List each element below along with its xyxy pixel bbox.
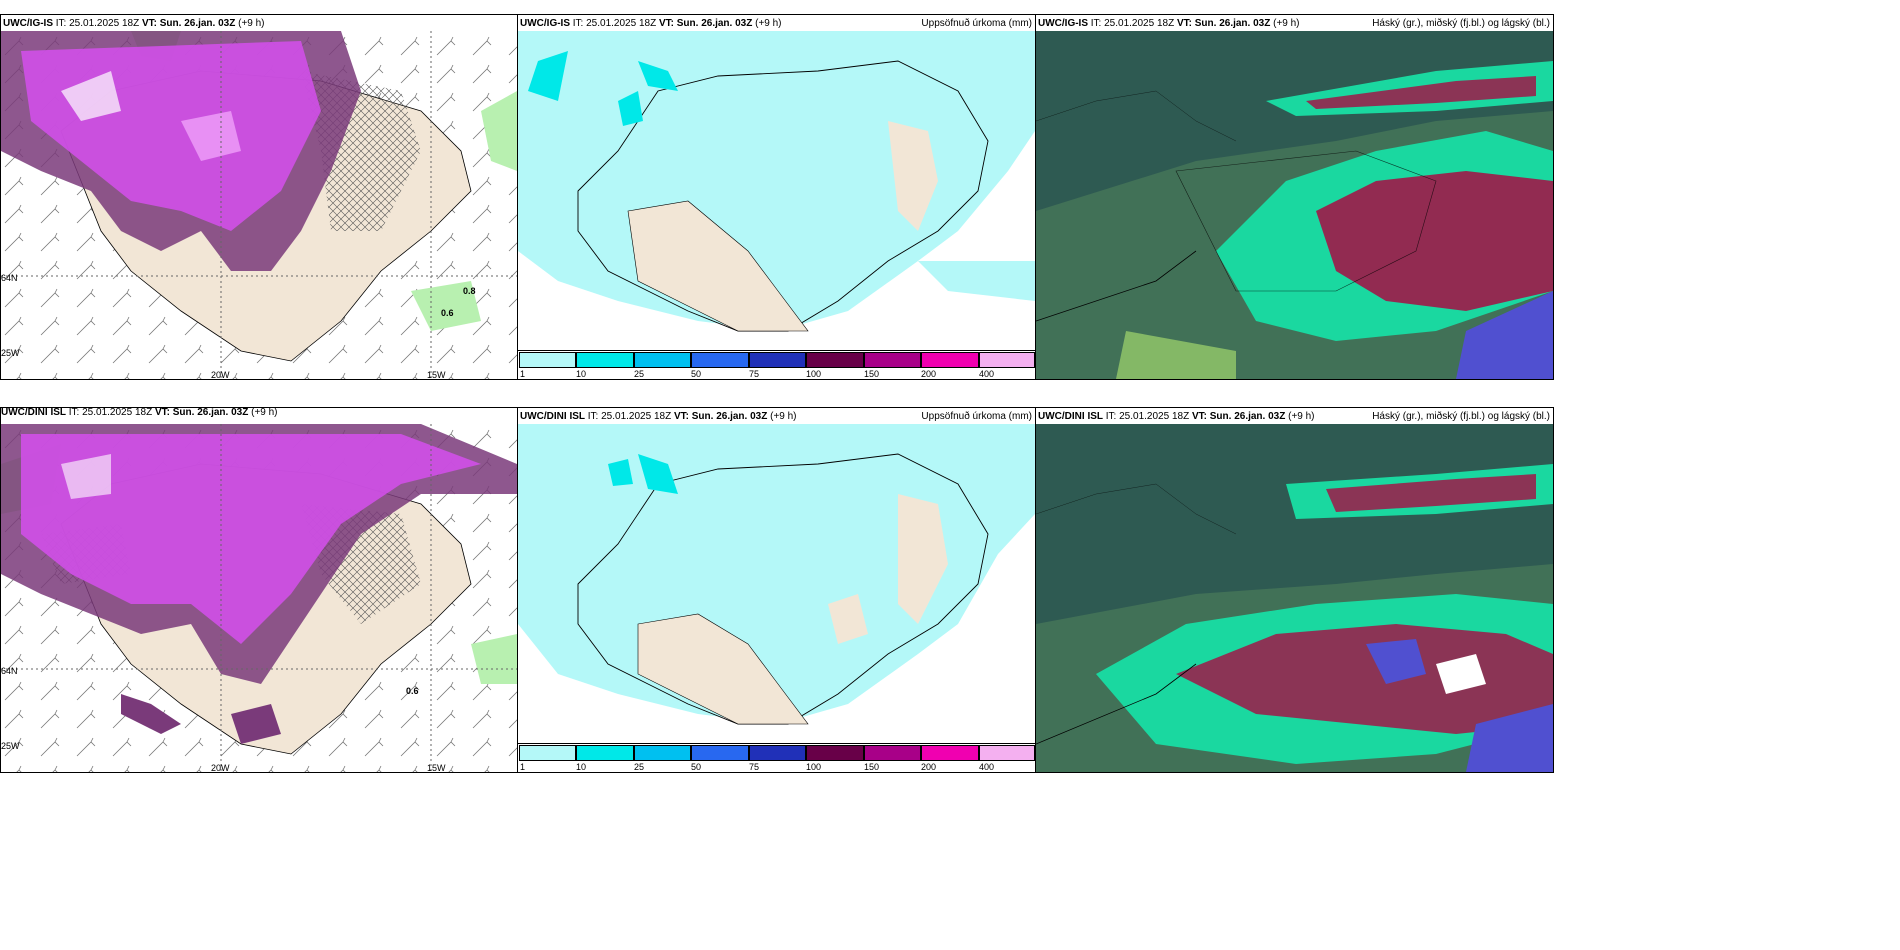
- legend-swatch: [864, 352, 921, 368]
- lat-label: 25W: [1, 741, 20, 751]
- legend-tick: 150: [864, 762, 880, 772]
- lon-label: 15W: [427, 370, 446, 379]
- panel-field-title: Uppsöfnuð úrkoma (mm): [921, 18, 1032, 29]
- legend-tick: 10: [576, 762, 587, 772]
- legend-swatch: [519, 352, 576, 368]
- precip-legend: 1 10 25 50 75 100 150 200 400: [518, 350, 1035, 379]
- legend-tick: 50: [691, 369, 702, 379]
- legend-tick: 200: [921, 762, 937, 772]
- legend-tick: 25: [634, 369, 645, 379]
- precip-panel-top: UWC/IG-IS IT: 25.01.2025 18Z VT: Sun. 26…: [517, 14, 1036, 380]
- snow-panel-top: UWC/IG-IS IT: 25.01.2025 18Z VT: Sun. 26…: [0, 14, 518, 380]
- lon-label: 20W: [211, 763, 230, 772]
- precip-map[interactable]: [518, 424, 1035, 744]
- panel-field-title: Uppsöfnuð úrkoma (mm): [921, 411, 1032, 422]
- lat-label: 64N: [1, 666, 18, 676]
- legend-swatch: [806, 352, 864, 368]
- panel-title: UWC/DINI ISL IT: 25.01.2025 18Z VT: Sun.…: [1, 407, 278, 418]
- panel-title: UWC/IG-IS IT: 25.01.2025 18Z VT: Sun. 26…: [520, 18, 782, 29]
- legend-swatch: [749, 745, 806, 761]
- legend-tick: 50: [691, 762, 702, 772]
- panel-field-title: Háský (gr.), miðský (fj.bl.) og lágský (…: [1372, 411, 1550, 422]
- legend-tick: 1: [520, 762, 526, 772]
- legend-swatch: [806, 745, 864, 761]
- lon-label: 15W: [427, 763, 446, 772]
- legend-tick: 75: [749, 369, 760, 379]
- legend-swatch: [864, 745, 921, 761]
- legend-swatch: [691, 352, 749, 368]
- value-label: 0.8: [463, 286, 476, 296]
- cloud-panel-top: UWC/IG-IS IT: 25.01.2025 18Z VT: Sun. 26…: [1035, 14, 1554, 380]
- legend-tick: 25: [634, 762, 645, 772]
- cloud-panel-bottom: UWC/DINI ISL IT: 25.01.2025 18Z VT: Sun.…: [1035, 407, 1554, 773]
- lon-label: 20W: [211, 370, 230, 379]
- legend-swatch: [749, 352, 806, 368]
- cloud-map[interactable]: [1036, 31, 1553, 379]
- snow-map[interactable]: 0.8 0.6 20W 15W 64N 25W: [1, 31, 517, 379]
- legend-swatch: [921, 745, 979, 761]
- panel-title: UWC/DINI ISL IT: 25.01.2025 18Z VT: Sun.…: [1038, 411, 1315, 422]
- snow-map[interactable]: 0.6 20W 15W 64N 25W: [1, 424, 517, 772]
- legend-tick: 200: [921, 369, 937, 379]
- precip-panel-bottom: UWC/DINI ISL IT: 25.01.2025 18Z VT: Sun.…: [517, 407, 1036, 773]
- lat-label: 64N: [1, 273, 18, 283]
- legend-swatch: [921, 352, 979, 368]
- value-label: 0.6: [441, 308, 454, 318]
- precip-legend: 1 10 25 50 75 100 150 200 400: [518, 743, 1035, 772]
- precip-map[interactable]: [518, 31, 1035, 351]
- legend-swatch: [634, 745, 691, 761]
- legend-tick: 100: [806, 762, 822, 772]
- legend-tick: 400: [979, 369, 995, 379]
- legend-tick: 1: [520, 369, 526, 379]
- cloud-map[interactable]: [1036, 424, 1553, 772]
- legend-swatch: [691, 745, 749, 761]
- panel-title: UWC/IG-IS IT: 25.01.2025 18Z VT: Sun. 26…: [3, 18, 265, 29]
- legend-tick: 75: [749, 762, 760, 772]
- legend-tick: 150: [864, 369, 880, 379]
- panel-title: UWC/IG-IS IT: 25.01.2025 18Z VT: Sun. 26…: [1038, 18, 1300, 29]
- legend-tick: 10: [576, 369, 587, 379]
- land-shape: [577, 60, 989, 332]
- legend-swatch: [634, 352, 691, 368]
- legend-tick: 400: [979, 762, 995, 772]
- lat-label: 25W: [1, 348, 20, 358]
- snow-panel-bottom: UWC/DINI ISL IT: 25.01.2025 18Z VT: Sun.…: [0, 407, 518, 773]
- legend-swatch: [979, 352, 1035, 368]
- legend-swatch: [979, 745, 1035, 761]
- legend-swatch: [576, 745, 634, 761]
- panel-field-title: Háský (gr.), miðský (fj.bl.) og lágský (…: [1372, 18, 1550, 29]
- legend-tick: 100: [806, 369, 822, 379]
- legend-swatch: [576, 352, 634, 368]
- legend-swatch: [519, 745, 576, 761]
- land-shape: [577, 453, 989, 725]
- value-label: 0.6: [406, 686, 419, 696]
- panel-title: UWC/DINI ISL IT: 25.01.2025 18Z VT: Sun.…: [520, 411, 797, 422]
